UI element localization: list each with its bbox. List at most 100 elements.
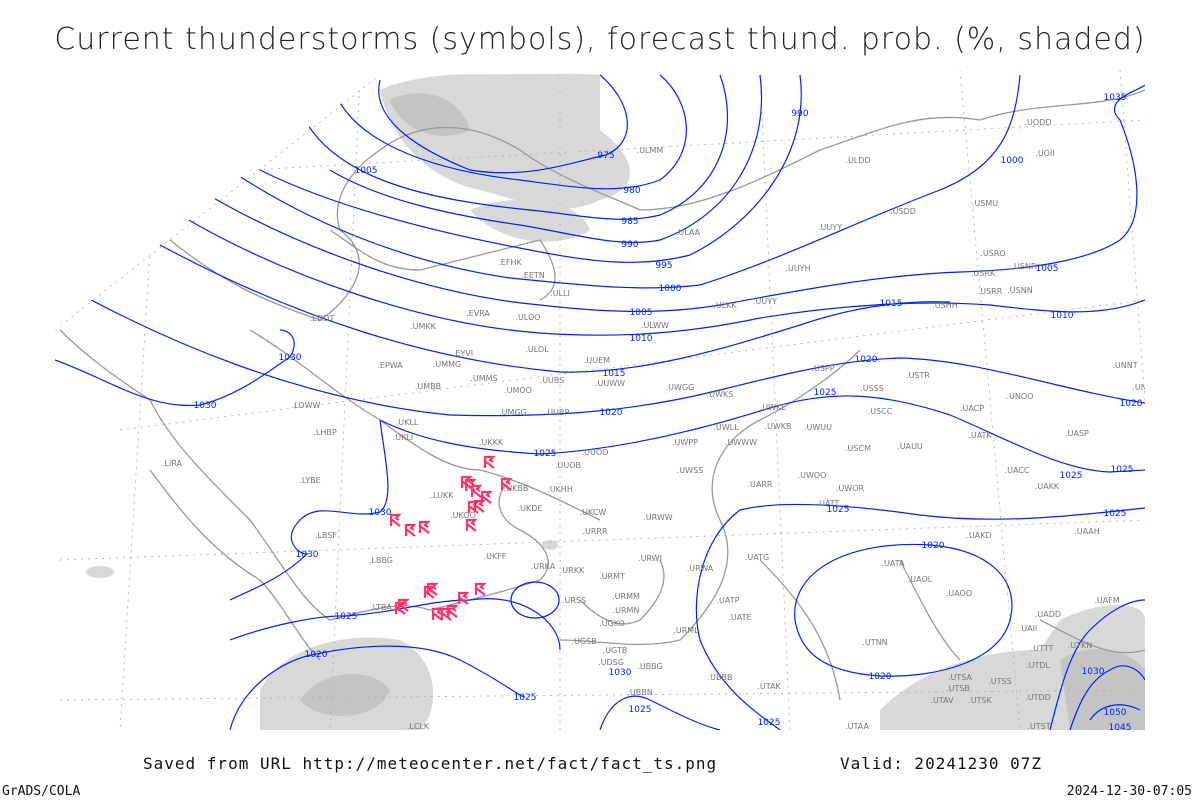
station-label: .UKFF (484, 552, 507, 561)
station-label: .UUEM (584, 356, 610, 365)
station-label: .ULDD (845, 156, 870, 165)
station-label: .UUOO (582, 448, 609, 457)
isobar-label: 1025 (827, 505, 850, 515)
station-label: .UATE (728, 613, 751, 622)
thunderstorm-icon (483, 455, 496, 469)
station-label: .UWWW (725, 438, 757, 447)
station-label: .EVRA (466, 309, 490, 318)
station-label: .ULAA (676, 228, 701, 237)
station-label: .UKCW (580, 508, 607, 517)
station-label: .UGKO (599, 619, 625, 628)
station-label: .ULLI (550, 289, 570, 298)
station-label: .USSS (860, 384, 884, 393)
station-label: .UATK (968, 431, 992, 440)
thunderstorm-probability-shading (86, 72, 1145, 730)
station-label: .UAFM (1094, 596, 1119, 605)
station-label: .USHH (932, 301, 958, 310)
station-label: .UTSB (946, 684, 970, 693)
station-label: .UGTB (603, 646, 628, 655)
isobar-label: 1005 (630, 308, 653, 318)
isobar-label: 990 (791, 109, 808, 119)
station-label: .UKKK (479, 438, 504, 447)
station-label: .USNN (1007, 286, 1032, 295)
station-label: .UKDE (518, 504, 543, 513)
station-label: .UTDD (1025, 693, 1051, 702)
graticule (55, 70, 1145, 730)
station-label: .UTSK (968, 696, 992, 705)
isobar-label: 1025 (514, 693, 537, 703)
isobar-label: 1020 (600, 408, 623, 418)
station-label: .UTAK (757, 682, 781, 691)
isobar-label: 1020 (305, 650, 328, 660)
station-label: .UWOO (798, 471, 827, 480)
station-label: .ULMM (637, 146, 664, 155)
isobar-label: 980 (623, 186, 640, 196)
station-label: .USNR (1011, 262, 1036, 271)
isobar-label: 1020 (1120, 399, 1143, 409)
isobar-label: 1015 (603, 369, 626, 379)
station-label: .ULWW (641, 321, 669, 330)
station-label: .UKHH (547, 485, 573, 494)
station-label: .LCLK (407, 722, 430, 731)
valid-time: Valid: 20241230 07Z (840, 754, 1043, 773)
station-label: .UMGG (499, 408, 527, 417)
station-label: .USRR (978, 287, 1003, 296)
station-label: .URKA (531, 562, 556, 571)
station-label: .UAAH (1074, 527, 1100, 536)
station-label: .UMKK (410, 322, 437, 331)
thunderstorm-symbols (389, 455, 513, 621)
station-label: .UARR (748, 480, 773, 489)
isobar-label: 1030 (296, 550, 319, 560)
station-label: .LYBE (299, 476, 320, 485)
station-label: .UUYH (785, 264, 810, 273)
isobar-label: 1000 (659, 284, 682, 294)
isobar-label: 1025 (814, 388, 837, 398)
thunderstorm-icon (404, 523, 417, 537)
station-label: .UKLL (396, 418, 419, 427)
station-label: .EDDT (310, 314, 335, 323)
station-label: .UKLI (393, 433, 413, 442)
station-label: .UWGG (666, 383, 695, 392)
station-label: .LHBP (313, 428, 337, 437)
isobar-label: 1000 (1001, 156, 1024, 166)
station-label: .UUYY (818, 223, 842, 232)
station-label: .UWKS (707, 390, 734, 399)
station-label: .UATG (745, 553, 769, 562)
station-label: .UNBB (1132, 383, 1157, 392)
isobar-label: 1030 (609, 668, 632, 678)
station-label: .URRR (582, 527, 608, 536)
thunderstorm-icon (389, 513, 402, 527)
station-label: .UMBB (415, 382, 441, 391)
station-label: .UTSA (948, 673, 973, 682)
isobar-label: 1005 (1036, 264, 1059, 274)
station-label: .UWPP (672, 438, 698, 447)
station-label: .URWA (687, 564, 714, 573)
station-label: .LUKK (431, 491, 455, 500)
isobar-label: 1025 (335, 612, 358, 622)
station-label: .ULKK (713, 301, 737, 310)
thunderstorm-icon (480, 490, 493, 504)
station-label: .UWSS (677, 466, 703, 475)
station-label: .USPP (811, 364, 834, 373)
thunderstorm-icon (457, 591, 470, 605)
isobar-label: 1045 (1109, 723, 1132, 733)
station-label: .UATT (817, 499, 840, 508)
station-label: .UTKN (1068, 641, 1093, 650)
station-label: .UAOL (908, 575, 933, 584)
isobar-label: 990 (621, 240, 638, 250)
station-label: .USDD (890, 207, 916, 216)
isobar-label: 1025 (1111, 465, 1134, 475)
station-label: .URMM (612, 592, 640, 601)
station-label: .UUOB (555, 461, 581, 470)
station-label: .EYVI (453, 349, 473, 358)
station-label: .UUWW (595, 379, 625, 388)
isobar-label: 1025 (758, 718, 781, 728)
station-label: .USRK (971, 269, 996, 278)
isobar-label: 1025 (629, 705, 652, 715)
station-label: .UDSG (598, 658, 624, 667)
station-label: .USCM (845, 444, 871, 453)
isobar-label: 1010 (1051, 311, 1074, 321)
station-label: .URSS (562, 596, 586, 605)
station-label: .URMT (599, 572, 625, 581)
